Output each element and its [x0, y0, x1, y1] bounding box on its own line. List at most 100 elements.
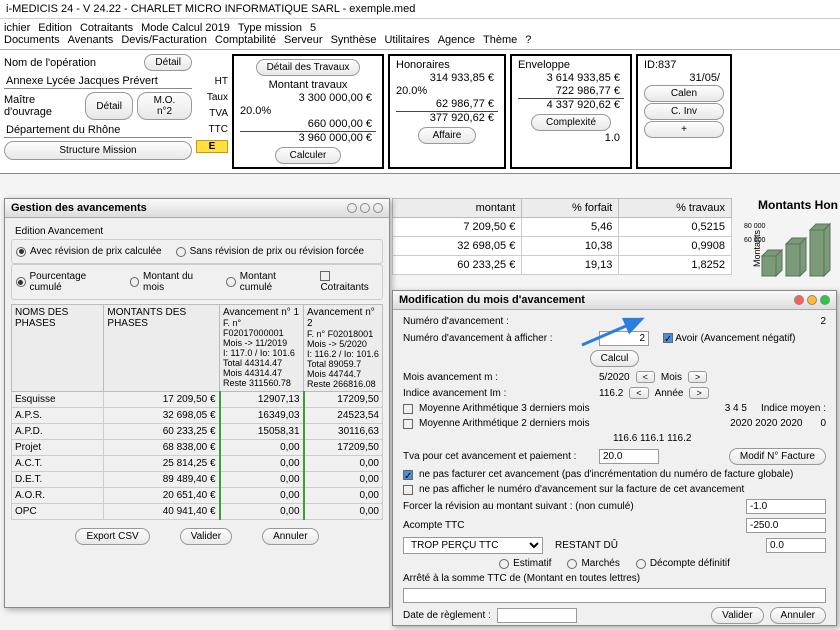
m-v11[interactable]: [746, 518, 826, 533]
m-l11: Acompte TTC: [403, 520, 465, 531]
env-v3: 4 337 920,62 €: [518, 98, 624, 111]
complexite-button[interactable]: Complexité: [531, 114, 611, 131]
g-cell: 17209,50: [304, 440, 383, 456]
plus-button[interactable]: +: [644, 121, 724, 138]
modif-facture-button[interactable]: Modif N° Facture: [729, 448, 826, 465]
g-cell: 0,00: [220, 488, 304, 504]
gth2: Avancement n° 1F. n° F02017000001Mois ->…: [220, 305, 304, 392]
nav-r2[interactable]: >: [689, 387, 708, 399]
calen-button[interactable]: Calen: [644, 85, 724, 102]
bgt-cell: 19,13: [522, 256, 619, 275]
chk-nofact[interactable]: ✓: [403, 470, 413, 480]
chk-noaff[interactable]: [403, 485, 413, 495]
gth3: Avancement n° 2F. n° F02018001Mois -> 5/…: [304, 305, 383, 392]
calcul-button[interactable]: Calcul: [590, 350, 640, 367]
hono-v3: 62 986,77 €: [396, 98, 498, 110]
r-est[interactable]: Estimatif: [499, 558, 551, 569]
g-cell: 0,00: [304, 488, 383, 504]
travaux-panel: Détail des Travaux Montant travaux 3 300…: [232, 54, 384, 169]
detail-button[interactable]: Détail: [144, 54, 192, 71]
id-panel: ID:837 31/05/ Calen C. Inv +: [636, 54, 732, 169]
m-date[interactable]: [497, 608, 577, 623]
menubar[interactable]: ichier Edition Cotraitants Mode Calcul 2019…: [0, 19, 840, 50]
menu-?[interactable]: ?: [525, 34, 531, 46]
mo2-button[interactable]: M.O. n°2: [137, 92, 192, 120]
g-cell: 0,00: [220, 440, 304, 456]
g-cell: 68 838,00 €: [104, 440, 220, 456]
menu-serveur[interactable]: Serveur: [284, 34, 323, 46]
menu-type mission[interactable]: Type mission: [238, 22, 302, 34]
export-csv-button[interactable]: Export CSV: [75, 528, 149, 545]
menu-edition[interactable]: Edition: [38, 22, 72, 34]
chk-m2[interactable]: [403, 419, 413, 429]
chk-cotr[interactable]: Cotraitants: [320, 271, 378, 293]
cinv-button[interactable]: C. Inv: [644, 103, 724, 120]
detail2-button[interactable]: Détail: [85, 92, 133, 120]
m-mois: Mois: [661, 372, 682, 383]
g-cell: 17209,50: [304, 392, 383, 408]
r-dec[interactable]: Décompte définitif: [636, 558, 730, 569]
m-v12[interactable]: [766, 538, 826, 553]
m-a2c: 0: [820, 418, 826, 429]
g-cell: 32 698,05 €: [104, 408, 220, 424]
m-arrete[interactable]: [403, 588, 826, 603]
m-v7[interactable]: [599, 449, 659, 464]
r-calc[interactable]: Avec révision de prix calculée: [16, 246, 162, 257]
g-cell: 60 233,25 €: [104, 424, 220, 440]
m-annee: Année: [655, 388, 684, 399]
bgt-cell: 0,5215: [619, 218, 732, 237]
menu-comptabilité[interactable]: Comptabilité: [215, 34, 276, 46]
m-l3: Mois avancement m :: [403, 372, 593, 383]
structure-button[interactable]: Structure Mission: [4, 141, 192, 160]
menu-mode calcul 2019[interactable]: Mode Calcul 2019: [141, 22, 230, 34]
r-mmois[interactable]: Montant du mois: [130, 271, 213, 293]
m-l14: Arrêté à la somme TTC de (Montant en tou…: [403, 573, 640, 584]
r-sans[interactable]: Sans révision de prix ou révision forcée: [176, 246, 365, 257]
chk-m3[interactable]: [403, 404, 413, 414]
m-v10[interactable]: [746, 499, 826, 514]
r-mcum[interactable]: Montant cumulé: [226, 271, 306, 293]
affaire-button[interactable]: Affaire: [418, 127, 477, 144]
g-cell: 89 489,40 €: [104, 472, 220, 488]
menu-ichier[interactable]: ichier: [4, 22, 30, 34]
gestion-title: Gestion des avancements: [11, 202, 147, 214]
gestion-tabs[interactable]: Edition Avancement: [11, 224, 383, 239]
bgt-cell: 1,8252: [619, 256, 732, 275]
menu-cotraitants[interactable]: Cotraitants: [80, 22, 133, 34]
m-sel[interactable]: TROP PERÇU TTC: [403, 537, 543, 554]
g-cell: 0,00: [220, 456, 304, 472]
valider-button[interactable]: Valider: [180, 528, 232, 545]
annexe-input[interactable]: [4, 74, 192, 89]
m-valider-button[interactable]: Valider: [711, 607, 763, 624]
g-cell: A.P.D.: [12, 424, 104, 440]
calculer-button[interactable]: Calculer: [275, 147, 342, 164]
g-cell: 15058,31: [220, 424, 304, 440]
menu-agence[interactable]: Agence: [438, 34, 475, 46]
chart-3d: 80 000 60 000: [742, 216, 840, 280]
g-cell: A.O.R.: [12, 488, 104, 504]
menu-avenants[interactable]: Avenants: [68, 34, 114, 46]
annuler-button[interactable]: Annuler: [262, 528, 318, 545]
detail-travaux-button[interactable]: Détail des Travaux: [256, 59, 361, 76]
nav-r1[interactable]: >: [688, 371, 707, 383]
dept-input[interactable]: [4, 123, 192, 138]
menu-synthèse[interactable]: Synthèse: [331, 34, 377, 46]
menu-utilitaires[interactable]: Utilitaires: [384, 34, 429, 46]
env-panel: Enveloppe 3 614 933,85 € 722 986,77 € 4 …: [510, 54, 632, 169]
r-pct[interactable]: Pourcentage cumulé: [16, 271, 116, 293]
menu-thème[interactable]: Thème: [483, 34, 517, 46]
tva-label: TVA: [196, 108, 228, 119]
ttc-label: TTC: [196, 124, 228, 135]
m-v2[interactable]: [599, 331, 649, 346]
nav-l1[interactable]: <: [636, 371, 655, 383]
bgt-h1: montant: [393, 199, 522, 218]
m-annuler-button[interactable]: Annuler: [770, 607, 826, 624]
menu-devis/facturation[interactable]: Devis/Facturation: [121, 34, 207, 46]
g-cell: A.C.T.: [12, 456, 104, 472]
travaux-v2: 20.0%: [240, 105, 376, 117]
m-l4: Indice avancement Im :: [403, 388, 593, 399]
nav-l2[interactable]: <: [629, 387, 648, 399]
r-mar[interactable]: Marchés: [567, 558, 619, 569]
chk-avoir[interactable]: ✓ Avoir (Avancement négatif): [663, 333, 795, 344]
tax-col: HT Taux TVA TTC E: [196, 54, 228, 169]
